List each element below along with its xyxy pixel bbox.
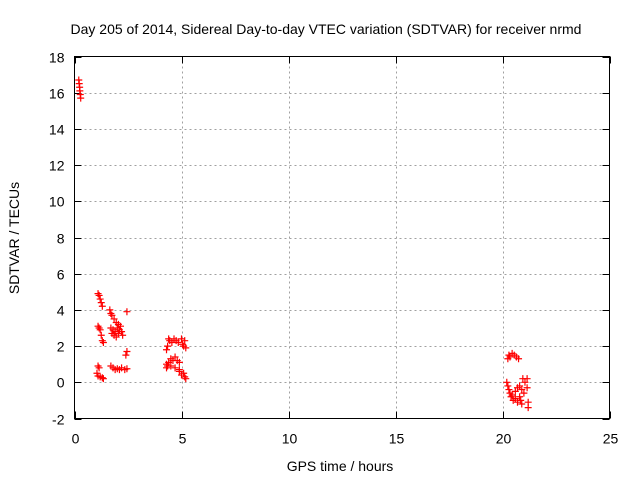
- y-tick-label: 10: [49, 194, 65, 210]
- data-point: [164, 342, 172, 350]
- data-point: [174, 338, 182, 346]
- x-tick-label: 15: [389, 431, 405, 447]
- data-point: [511, 387, 519, 395]
- data-point: [175, 367, 183, 375]
- y-tick-label: 16: [49, 86, 65, 102]
- data-point: [99, 375, 107, 383]
- data-point: [99, 338, 107, 346]
- plot-frame: [74, 56, 610, 419]
- x-tick-label: 20: [496, 431, 512, 447]
- data-point: [520, 389, 528, 397]
- y-tick-label: 0: [57, 375, 65, 391]
- data-point: [122, 351, 130, 359]
- data-point: [77, 94, 85, 102]
- data-point: [518, 386, 526, 394]
- data-point: [182, 375, 190, 383]
- y-tick-label: 8: [57, 231, 65, 247]
- data-point: [182, 344, 190, 352]
- data-point: [108, 311, 116, 319]
- data-point: [97, 331, 105, 339]
- data-point: [175, 358, 183, 366]
- data-point: [516, 382, 524, 390]
- y-tick-label: 6: [57, 267, 65, 283]
- y-tick-label: -2: [52, 412, 65, 428]
- data-point: [508, 391, 516, 399]
- data-point: [165, 358, 173, 366]
- data-point: [119, 331, 127, 339]
- data-point: [171, 353, 179, 361]
- data-point: [511, 395, 519, 403]
- data-point: [504, 382, 512, 390]
- x-tick-label: 0: [72, 431, 80, 447]
- data-point: [523, 384, 531, 392]
- data-point: [106, 306, 114, 314]
- data-point: [96, 295, 104, 303]
- data-point: [180, 369, 188, 377]
- data-point: [523, 375, 531, 383]
- data-point: [95, 364, 103, 372]
- y-tick-label: 4: [57, 303, 65, 319]
- y-tick-label: 12: [49, 158, 65, 174]
- data-point: [167, 362, 175, 370]
- data-point: [506, 353, 514, 361]
- y-axis-title: SDTVAR / TECUs: [6, 182, 22, 294]
- data-point: [123, 365, 131, 373]
- data-point: [521, 378, 529, 386]
- x-tick-label: 25: [603, 431, 619, 447]
- y-tick-label: 2: [57, 339, 65, 355]
- y-tick-label: 14: [49, 122, 65, 138]
- data-point: [97, 299, 105, 307]
- data-point: [171, 364, 179, 372]
- x-tick-label: 10: [282, 431, 298, 447]
- data-point: [95, 291, 103, 299]
- chart-title: Day 205 of 2014, Sidereal Day-to-day VTE…: [71, 21, 582, 37]
- data-point: [518, 400, 526, 408]
- x-tick-label: 5: [179, 431, 187, 447]
- data-point: [505, 386, 513, 394]
- data-point: [181, 337, 189, 345]
- data-point: [123, 348, 131, 356]
- data-point: [110, 315, 118, 323]
- data-point: [96, 326, 104, 334]
- data-point: [163, 364, 171, 372]
- data-point: [98, 302, 106, 310]
- data-point: [123, 308, 131, 316]
- data-point: [117, 322, 125, 330]
- data-point: [112, 333, 120, 341]
- y-axis-ticks: -2 0 2 4 6 8 10 12 14 16 18: [49, 50, 610, 428]
- grid-lines: [74, 56, 610, 419]
- data-point: [524, 404, 532, 412]
- data-point: [114, 329, 122, 337]
- data-point: [168, 338, 176, 346]
- data-point: [516, 393, 524, 401]
- data-point: [503, 378, 511, 386]
- x-axis-ticks: 0 5 10 15 20 25: [72, 56, 619, 447]
- data-points: [75, 76, 532, 412]
- y-tick-label: 18: [49, 50, 65, 66]
- data-point: [163, 346, 171, 354]
- data-point: [517, 396, 525, 404]
- data-point: [98, 374, 106, 382]
- data-point: [515, 355, 523, 363]
- x-axis-title: GPS time / hours: [287, 458, 394, 474]
